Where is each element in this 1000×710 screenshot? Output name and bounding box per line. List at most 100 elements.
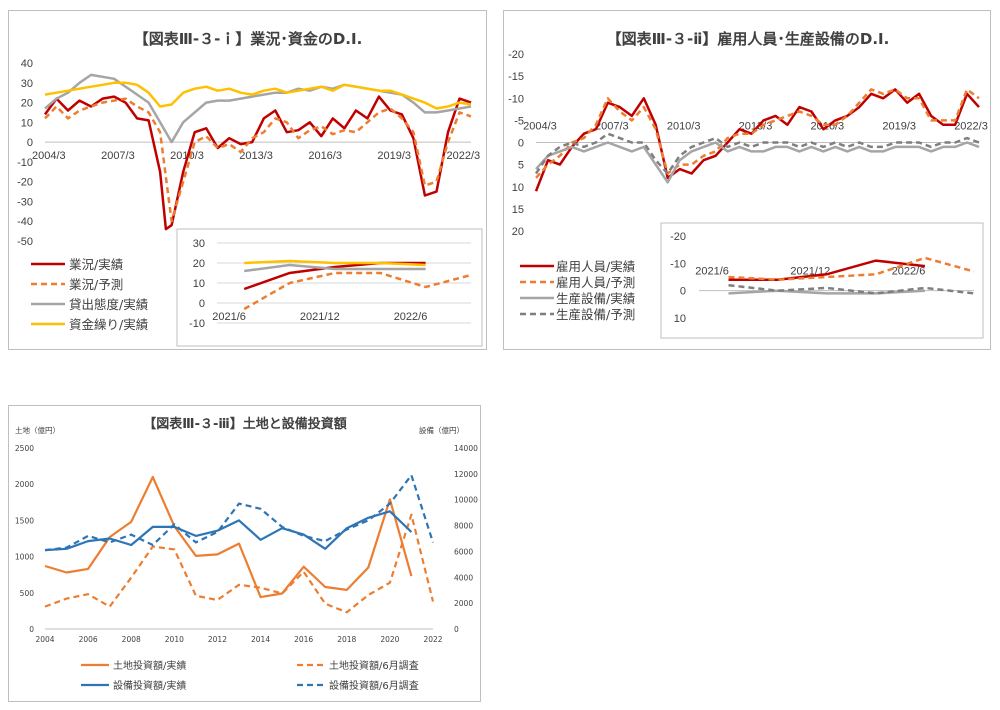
series-line-資金繰り/実績 — [44, 81, 472, 110]
x-tick-label: 2004/3 — [32, 150, 66, 162]
y-tick-label: -15 — [508, 71, 524, 83]
inset-series-line-雇用人員/予測 — [728, 256, 975, 281]
series-line-生産設備/予測 — [534, 132, 980, 175]
x-tick-label: 2006 — [79, 635, 98, 644]
x-tick-label: 2007/3 — [595, 121, 629, 133]
legend-label: 業況/実績 — [69, 257, 123, 272]
x-tick-label: 2008 — [122, 635, 141, 644]
series-line-雇用人員/予測 — [535, 88, 980, 179]
inset-x-tick-label: 2022/6 — [394, 311, 428, 323]
inset-y-tick-label: -10 — [189, 318, 205, 330]
y-tick-label: -5 — [514, 115, 524, 127]
legend-label: 生産設備/予測 — [556, 307, 635, 322]
x-tick-label: 2004/3 — [523, 121, 557, 133]
inset-y-tick-label: -20 — [670, 231, 686, 243]
x-tick-label: 2007/3 — [101, 150, 135, 162]
y-tick-label-right: 6000 — [454, 547, 473, 556]
x-tick-label: 2013/3 — [239, 150, 273, 162]
x-tick-label: 2022/3 — [446, 150, 480, 162]
y-tick-label: 40 — [21, 58, 33, 70]
inset-y-tick-label: 20 — [193, 258, 205, 270]
y-tick-label-right: 4000 — [454, 573, 473, 582]
legend-label: 設備投資額/実績 — [113, 679, 186, 692]
y-tick-label-right: 14000 — [454, 444, 478, 453]
x-tick-label: 2016 — [294, 635, 313, 644]
chart-svg-business-di: 【図表Ⅲ-３-ｉ】業況･資金のD.I. 40 30 20 10 0 -10 -20 -30 -40… — [17, 30, 483, 347]
x-tick-label: 2012 — [208, 635, 227, 644]
inset-series-line-業況/予測 — [243, 271, 472, 311]
y-tick-label-right: 2000 — [454, 599, 473, 608]
y-axis-label-left: 土地（億円） — [15, 425, 60, 435]
legend-label: 業況/予測 — [69, 277, 123, 292]
inset-y-tick-label: 0 — [199, 298, 205, 310]
series-line-業況/実績 — [43, 95, 472, 231]
y-tick-label-left: 1500 — [15, 516, 34, 525]
chart-title: 【図表Ⅲ-３-ⅱ】雇用人員･生産設備のD.I. — [607, 30, 890, 48]
x-tick-label: 2020 — [380, 635, 399, 644]
legend-label: 雇用人員/実績 — [556, 259, 635, 274]
inset-chart: 30 20 10 0 -10 2021/6 2021/12 2022/6 — [176, 228, 483, 347]
y-tick-label: 0 — [27, 137, 33, 149]
inset-y-tick-label: 30 — [193, 238, 205, 250]
y-tick-label: -20 — [508, 49, 524, 61]
inset-y-tick-label: 10 — [193, 278, 205, 290]
y-tick-label: 10 — [512, 182, 524, 194]
inset-y-tick-label: 0 — [680, 286, 686, 298]
y-tick-label: 20 — [21, 98, 33, 110]
y-tick-label: -20 — [17, 177, 33, 189]
y-tick-label: -50 — [17, 236, 33, 248]
series-line-土地投資額/実績 — [44, 475, 413, 599]
y-tick-label: -10 — [508, 93, 524, 105]
y-tick-label-right: 8000 — [454, 522, 473, 531]
x-tick-label: 2018 — [337, 635, 356, 644]
series-line-雇用人員/実績 — [534, 88, 980, 192]
legend-label: 土地投資額/6月調査 — [329, 659, 419, 672]
inset-x-tick-label: 2022/6 — [892, 266, 926, 278]
x-tick-label: 2016/3 — [308, 150, 342, 162]
y-tick-label-left: 0 — [29, 625, 34, 634]
series-line-設備投資額/6月調査 — [44, 474, 435, 552]
inset-y-tick-label: -10 — [670, 258, 686, 270]
y-tick-label: 30 — [21, 78, 33, 90]
y-tick-label: -10 — [17, 157, 33, 169]
inset-y-tick-label: 10 — [674, 313, 686, 325]
chart-panel-employment-di: 【図表Ⅲ-３-ⅱ】雇用人員･生産設備のD.I. -20 -15 -10 -5 0 5 10 15… — [503, 10, 991, 350]
x-tick-label: 2004 — [35, 635, 54, 644]
y-tick-label-right: 0 — [454, 625, 459, 634]
series-line-業況/予測 — [44, 97, 472, 223]
x-tick-label: 2019/3 — [882, 121, 916, 133]
x-tick-label: 2010 — [165, 635, 184, 644]
legend-label: 土地投資額/実績 — [113, 659, 186, 672]
chart-panel-business-di: 【図表Ⅲ-３-ｉ】業況･資金のD.I. 40 30 20 10 0 -10 -20 -30 -40… — [8, 10, 487, 350]
chart-panel-investment: 【図表Ⅲ-３-ⅲ】土地と設備投資額 土地（億円） 設備（億円） 0 500 1000 150… — [8, 405, 481, 702]
legend-label: 設備投資額/6月調査 — [329, 679, 419, 692]
y-tick-label: 10 — [21, 117, 33, 129]
legend-label: 雇用人員/予測 — [556, 275, 635, 290]
y-axis-label-right: 設備（億円） — [419, 425, 464, 435]
y-tick-label-right: 10000 — [454, 496, 478, 505]
y-tick-label: 5 — [518, 160, 524, 172]
y-tick-label: 0 — [518, 138, 524, 150]
y-tick-label-right: 12000 — [454, 470, 478, 479]
legend-label: 貸出態度/実績 — [69, 297, 148, 312]
x-tick-label: 2022/3 — [954, 121, 988, 133]
chart-title: 【図表Ⅲ-３-ⅲ】土地と設備投資額 — [143, 416, 346, 432]
inset-series-line-貸出態度/実績 — [244, 263, 426, 273]
y-tick-label-left: 2000 — [15, 480, 34, 489]
series-line-生産設備/実績 — [535, 141, 980, 184]
x-tick-label: 2010/3 — [667, 121, 701, 133]
x-tick-label: 2014 — [251, 635, 270, 644]
y-tick-label: 15 — [512, 204, 524, 216]
inset-series-line-資金繰り/実績 — [244, 259, 426, 267]
inset-frame — [176, 228, 483, 347]
series-line-土地投資額/6月調査 — [44, 513, 435, 614]
chart-svg-employment-di: 【図表Ⅲ-３-ⅱ】雇用人員･生産設備のD.I. -20 -15 -10 -5 0 5 10 15… — [508, 30, 988, 339]
y-tick-label-left: 2500 — [15, 444, 34, 453]
series-line-設備投資額/実績 — [44, 510, 413, 552]
chart-title: 【図表Ⅲ-３-ｉ】業況･資金のD.I. — [134, 30, 363, 48]
inset-x-tick-label: 2021/6 — [695, 266, 729, 278]
x-tick-label: 2022 — [423, 635, 442, 644]
y-tick-label: -40 — [17, 216, 33, 228]
